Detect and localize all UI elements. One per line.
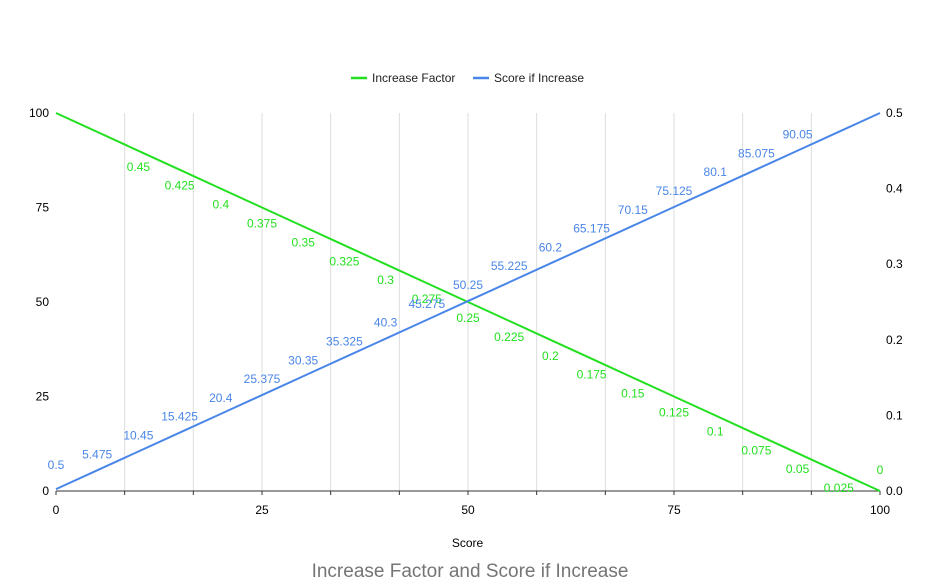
data-label-increase-factor: 0.15: [621, 387, 645, 401]
data-label-increase-factor: 0.025: [824, 481, 854, 495]
data-label-increase-factor: 0.4: [212, 198, 229, 212]
axes: 0 25 50 75 100 0 25 50 75 100 0.0 0.1 0.2 0.3 0.4 0.5: [29, 106, 903, 517]
x-axis-title: Score: [452, 536, 484, 550]
data-label-score-if-increase: 70.15: [618, 203, 648, 217]
data-label-increase-factor: 0.425: [165, 179, 195, 193]
data-label-score-if-increase: 80.1: [704, 165, 728, 179]
data-label-score-if-increase: 15.425: [161, 410, 198, 424]
data-label-increase-factor: 0: [877, 463, 884, 477]
data-label-score-if-increase: 55.225: [491, 259, 528, 273]
x-tick-label: 0: [53, 503, 60, 517]
data-label-increase-factor: 0.2: [542, 349, 559, 363]
x-tick-label: 50: [461, 503, 475, 517]
x-tick-label: 75: [667, 503, 681, 517]
chart-title: Increase Factor and Score if Increase: [312, 561, 629, 579]
legend-label-score-if-increase: Score if Increase: [494, 71, 584, 85]
y-left-tick-label: 100: [29, 106, 49, 120]
data-label-score-if-increase: 35.325: [326, 334, 363, 348]
data-label-increase-factor: 0.125: [659, 406, 689, 420]
data-label-increase-factor: 0.275: [412, 292, 442, 306]
x-tick-label: 25: [255, 503, 269, 517]
data-label-score-if-increase: 10.45: [123, 428, 153, 442]
data-label-score-if-increase: 50.25: [453, 278, 483, 292]
data-label-increase-factor: 0.375: [247, 217, 277, 231]
data-label-score-if-increase: 90.05: [783, 128, 813, 142]
x-tick-label: 100: [870, 503, 890, 517]
data-label-increase-factor: 0.35: [292, 235, 316, 249]
data-label-score-if-increase: 75.125: [656, 184, 693, 198]
y-right-tick-label: 0.2: [886, 333, 903, 347]
series-line-score-if-increase: [55, 112, 881, 491]
data-label-score-if-increase: 5.475: [82, 447, 112, 461]
y-right-tick-label: 0.4: [886, 182, 903, 196]
data-label-increase-factor: 0.225: [494, 330, 524, 344]
data-label-score-if-increase: 30.35: [288, 353, 318, 367]
data-label-increase-factor: 0.1: [707, 424, 724, 438]
y-right-tick-label: 0.3: [886, 257, 903, 271]
legend: Increase Factor Score if Increase: [351, 71, 584, 85]
data-label-increase-factor: 0.3: [377, 273, 394, 287]
y-left-tick-label: 50: [36, 295, 50, 309]
data-label-increase-factor: 0.05: [786, 462, 810, 476]
data-label-score-if-increase: 45.275: [408, 297, 445, 311]
data-label-increase-factor: 0.325: [329, 254, 359, 268]
data-label-increase-factor: 0.45: [127, 160, 151, 174]
data-label-score-if-increase: 85.075: [738, 146, 775, 160]
data-label-score-if-increase: 65.175: [573, 222, 610, 236]
y-right-tick-label: 0.0: [886, 484, 903, 498]
y-left-tick-label: 25: [36, 390, 50, 404]
data-label-score-if-increase: 60.2: [539, 240, 563, 254]
y-right-tick-label: 0.5: [886, 106, 903, 120]
legend-label-increase-factor: Increase Factor: [372, 71, 455, 85]
y-right-tick-label: 0.1: [886, 408, 903, 422]
data-label-score-if-increase: 40.3: [374, 316, 398, 330]
data-label-increase-factor: 0.25: [456, 311, 480, 325]
data-label-score-if-increase: 25.375: [244, 372, 281, 386]
data-labels: 0.450.4250.40.3750.350.3250.30.2750.250.…: [48, 128, 884, 495]
y-left-tick-label: 75: [36, 201, 50, 215]
data-label-increase-factor: 0.175: [577, 368, 607, 382]
y-left-tick-label: 0: [42, 484, 49, 498]
data-label-score-if-increase: 0.5: [48, 458, 65, 472]
data-label-increase-factor: 0.075: [741, 443, 771, 457]
data-label-score-if-increase: 20.4: [209, 391, 233, 405]
series-lines: [55, 112, 881, 492]
